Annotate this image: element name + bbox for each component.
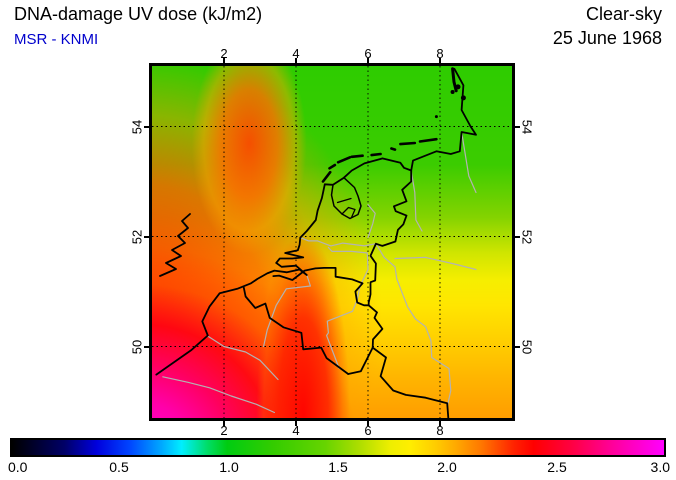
colorbar-tick-label: 1.5 — [328, 459, 348, 475]
graticule — [152, 66, 512, 418]
lat-tick-label: 52 — [519, 229, 535, 244]
river-ijssel — [367, 204, 376, 239]
island-wangerooge-chain — [418, 137, 438, 143]
colorbar-tick-label: 1.0 — [219, 459, 239, 475]
coastline-ijsselmeer — [330, 176, 362, 220]
rivers — [162, 131, 477, 414]
lon-tick-label: 6 — [364, 423, 372, 438]
lon-tick-label: 2 — [220, 423, 228, 438]
coastline-uk — [159, 213, 191, 277]
axis-tick — [295, 58, 297, 63]
axis-tick — [367, 58, 369, 63]
axis-tick — [515, 125, 520, 128]
river-rhine-de — [375, 243, 452, 408]
island-terschelling — [336, 156, 352, 164]
lon-tick-label: 4 — [292, 423, 300, 438]
lat-tick-label: 50 — [129, 339, 145, 354]
axis-tick — [439, 421, 441, 426]
border-lux-west — [347, 346, 374, 375]
axis-tick — [144, 345, 149, 348]
lon-tick-label: 2 — [220, 46, 228, 61]
country-borders — [242, 169, 450, 418]
coastline-continent — [155, 67, 477, 376]
island-sylt — [451, 67, 458, 93]
river-lippe — [394, 256, 477, 271]
colorbar-tick-label: 3.0 — [650, 459, 670, 475]
island-borkum — [390, 147, 397, 151]
island-schiermonnikoog — [370, 152, 382, 157]
lon-tick-label: 6 — [364, 46, 372, 61]
sky-condition-label: Clear-sky — [585, 4, 662, 24]
island-texel — [321, 170, 332, 183]
lon-tick-label: 8 — [436, 46, 444, 61]
river-meuse-be — [326, 299, 358, 370]
island-vlieland — [328, 163, 337, 170]
island-ameland — [350, 154, 364, 159]
river-scheldt — [263, 274, 311, 348]
map-overlay — [152, 66, 512, 418]
lat-tick-label: 50 — [519, 339, 535, 354]
axis-tick — [295, 421, 297, 426]
coastlines — [155, 67, 477, 376]
border-be-de-lux — [367, 304, 450, 418]
river-somme — [207, 335, 279, 381]
islands — [321, 67, 466, 183]
border-be-nl — [272, 267, 370, 307]
axis-tick — [367, 421, 369, 426]
coastline-flevoland — [341, 206, 356, 219]
date-label: 25 June 1968 — [552, 28, 662, 48]
axis-tick — [144, 125, 149, 128]
river-waal — [299, 237, 377, 247]
axis-tick — [223, 421, 225, 426]
map-frame — [149, 63, 515, 421]
coastline-markermeer-dike — [336, 197, 352, 204]
axis-tick — [223, 58, 225, 63]
colorbar-tick-label: 0.5 — [109, 459, 129, 475]
colorbar — [10, 438, 666, 457]
colorbar-tick-label: 2.0 — [437, 459, 457, 475]
lon-tick-label: 8 — [436, 423, 444, 438]
island-helgoland — [434, 115, 438, 119]
border-be-fr — [242, 286, 350, 375]
axis-tick — [515, 235, 520, 238]
island-norderney-chain — [399, 141, 417, 146]
uv-dose-field — [152, 66, 512, 418]
axis-tick — [439, 58, 441, 63]
island-foehr — [455, 84, 461, 90]
page-title: DNA-damage UV dose (kJ/m2) — [14, 4, 263, 24]
colorbar-tick-label: 2.5 — [547, 459, 567, 475]
source-label: MSR - KNMI — [14, 31, 99, 48]
axis-tick — [515, 345, 520, 348]
lat-tick-label: 54 — [519, 119, 535, 134]
river-ems — [410, 169, 423, 232]
lon-tick-label: 4 — [292, 46, 300, 61]
river-meuse-nl — [327, 246, 369, 301]
border-nl-de — [367, 169, 413, 307]
river-seine-area — [162, 376, 275, 414]
colorbar-tick-label: 0.0 — [8, 459, 28, 475]
axis-tick — [144, 235, 149, 238]
island-pellworm — [460, 95, 466, 101]
river-weser — [461, 131, 477, 194]
lat-tick-label: 54 — [129, 119, 145, 134]
lat-tick-label: 52 — [129, 229, 145, 244]
island-amrum — [450, 90, 455, 94]
